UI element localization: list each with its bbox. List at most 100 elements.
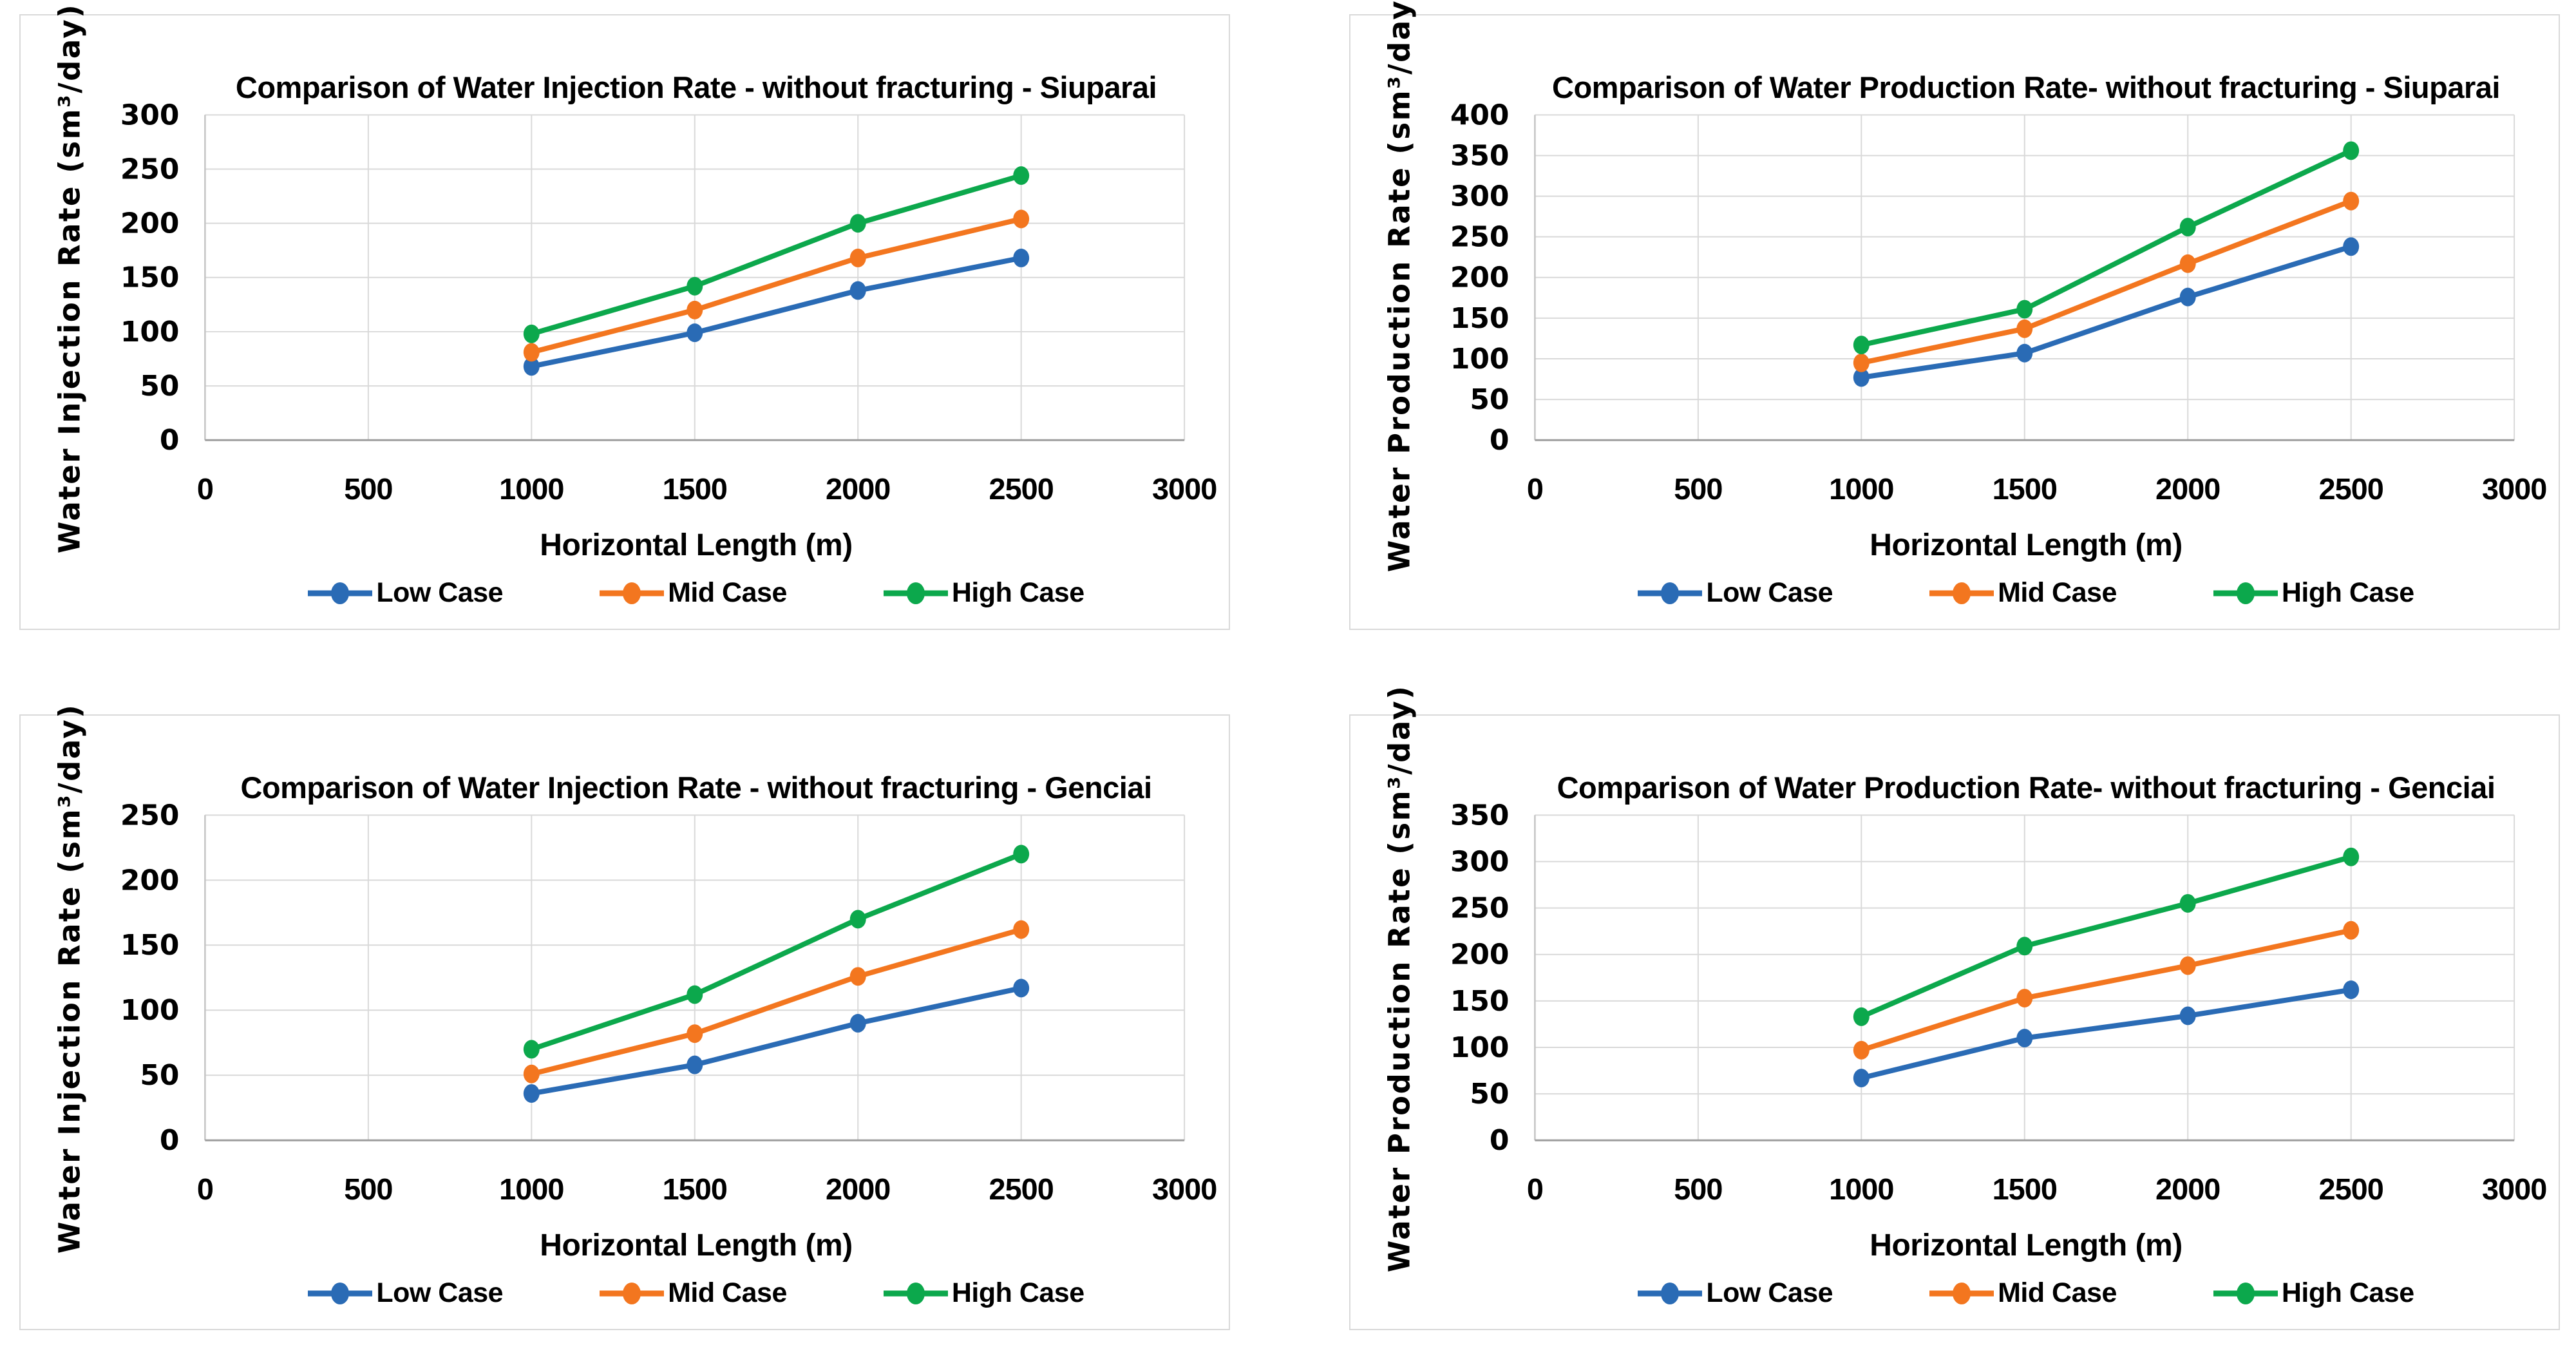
svg-text:150: 150 bbox=[1450, 302, 1510, 335]
chart-panel-genciai-injection: Comparison of Water Injection Rate - wit… bbox=[19, 703, 1230, 1330]
x-axis-title: Horizontal Length (m) bbox=[1870, 1228, 2183, 1263]
svg-text:0: 0 bbox=[1490, 1124, 1510, 1157]
legend-label: Mid Case bbox=[1998, 1277, 2117, 1308]
legend-label: Low Case bbox=[376, 1277, 504, 1308]
svg-text:3000: 3000 bbox=[2482, 472, 2546, 506]
svg-text:2000: 2000 bbox=[2155, 472, 2220, 506]
svg-text:150: 150 bbox=[1450, 985, 1510, 1018]
svg-text:2000: 2000 bbox=[826, 1172, 890, 1206]
svg-text:0: 0 bbox=[197, 472, 213, 506]
legend: Low Case Mid Case High Case bbox=[1535, 1277, 2517, 1309]
svg-text:1000: 1000 bbox=[1829, 1172, 1893, 1206]
series-marker-icon bbox=[600, 582, 665, 604]
series-marker-icon bbox=[2213, 582, 2278, 604]
svg-text:50: 50 bbox=[1470, 1078, 1509, 1111]
svg-text:0: 0 bbox=[160, 424, 180, 457]
svg-text:200: 200 bbox=[1450, 939, 1510, 971]
svg-text:500: 500 bbox=[344, 472, 392, 506]
svg-text:2000: 2000 bbox=[2155, 1172, 2220, 1206]
legend-item-low-case: Low Case bbox=[308, 1277, 504, 1309]
svg-text:0: 0 bbox=[1527, 1172, 1543, 1206]
series-marker-icon bbox=[308, 582, 373, 604]
svg-text:0: 0 bbox=[1527, 472, 1543, 506]
series-marker-icon bbox=[1638, 1282, 1703, 1304]
svg-text:50: 50 bbox=[1470, 383, 1509, 416]
svg-text:300: 300 bbox=[1450, 845, 1510, 878]
svg-text:150: 150 bbox=[120, 929, 180, 962]
svg-text:1500: 1500 bbox=[663, 472, 727, 506]
chart-panel-siuparai-injection: Comparison of Water Injection Rate - wit… bbox=[19, 3, 1230, 630]
svg-text:2500: 2500 bbox=[989, 1172, 1054, 1206]
legend-label: Mid Case bbox=[1998, 577, 2117, 608]
x-axis-title: Horizontal Length (m) bbox=[1870, 528, 2183, 562]
svg-text:350: 350 bbox=[1450, 799, 1510, 832]
svg-text:100: 100 bbox=[120, 994, 180, 1027]
svg-text:200: 200 bbox=[120, 207, 180, 240]
legend: Low Case Mid Case High Case bbox=[1535, 577, 2517, 609]
series-marker-icon bbox=[308, 1282, 373, 1304]
svg-text:3000: 3000 bbox=[1152, 472, 1217, 506]
legend-item-low-case: Low Case bbox=[1638, 577, 1833, 609]
chart-panel-genciai-production: Comparison of Water Production Rate- wit… bbox=[1349, 685, 2560, 1330]
svg-text:250: 250 bbox=[120, 153, 180, 186]
series-marker-icon bbox=[1638, 582, 1703, 604]
chart-title: Comparison of Water Injection Rate - wit… bbox=[235, 70, 1157, 104]
legend-label: Low Case bbox=[1706, 1277, 1833, 1308]
svg-text:1500: 1500 bbox=[1993, 1172, 2057, 1206]
series-marker-icon bbox=[883, 582, 948, 604]
legend-label: High Case bbox=[951, 1277, 1084, 1308]
svg-text:1000: 1000 bbox=[1829, 472, 1893, 506]
legend-item-mid-case: Mid Case bbox=[600, 1277, 787, 1309]
svg-text:250: 250 bbox=[120, 799, 180, 832]
svg-text:2500: 2500 bbox=[989, 472, 1054, 506]
legend-item-low-case: Low Case bbox=[308, 577, 504, 609]
svg-text:100: 100 bbox=[1450, 343, 1510, 376]
svg-text:0: 0 bbox=[197, 1172, 213, 1206]
series-marker-icon bbox=[883, 1282, 948, 1304]
legend-item-high-case: High Case bbox=[883, 577, 1084, 609]
svg-text:100: 100 bbox=[120, 316, 180, 348]
svg-text:2000: 2000 bbox=[826, 472, 890, 506]
svg-text:300: 300 bbox=[1450, 180, 1510, 213]
svg-text:300: 300 bbox=[120, 99, 180, 131]
svg-text:500: 500 bbox=[1674, 472, 1722, 506]
svg-text:350: 350 bbox=[1450, 139, 1510, 172]
svg-text:3000: 3000 bbox=[2482, 1172, 2546, 1206]
svg-text:0: 0 bbox=[1490, 424, 1510, 457]
legend-item-low-case: Low Case bbox=[1638, 1277, 1833, 1309]
legend-label: High Case bbox=[2281, 577, 2414, 608]
svg-text:200: 200 bbox=[120, 864, 180, 897]
legend-label: Mid Case bbox=[668, 577, 787, 608]
legend-label: Low Case bbox=[376, 577, 504, 608]
svg-text:3000: 3000 bbox=[1152, 1172, 1217, 1206]
chart-panel-siuparai-production: Comparison of Water Production Rate- wit… bbox=[1349, 0, 2560, 630]
legend-item-mid-case: Mid Case bbox=[600, 577, 787, 609]
plot-area: 0 50 100 150 200 250 300 350 400 0 500 1000 1500 2000… bbox=[1450, 99, 2547, 506]
svg-text:50: 50 bbox=[140, 370, 179, 403]
series-marker-icon bbox=[600, 1282, 665, 1304]
x-axis-title: Horizontal Length (m) bbox=[540, 1228, 853, 1263]
chart-title: Comparison of Water Production Rate- wit… bbox=[1552, 70, 2500, 104]
svg-text:1000: 1000 bbox=[499, 472, 564, 506]
legend: Low Case Mid Case High Case bbox=[205, 577, 1187, 609]
legend-item-mid-case: Mid Case bbox=[1929, 1277, 2117, 1309]
chart-title: Comparison of Water Production Rate- wit… bbox=[1557, 770, 2496, 805]
svg-text:1500: 1500 bbox=[663, 1172, 727, 1206]
svg-text:500: 500 bbox=[344, 1172, 392, 1206]
svg-text:250: 250 bbox=[1450, 221, 1510, 254]
series-marker-icon bbox=[2213, 1282, 2278, 1304]
series-marker-icon bbox=[1929, 1282, 1994, 1304]
svg-text:2500: 2500 bbox=[2319, 1172, 2383, 1206]
plot-area: 0 50 100 150 200 250 300 350 0 500 1000 1500 2000 250… bbox=[1450, 799, 2547, 1206]
legend-label: High Case bbox=[951, 577, 1084, 608]
svg-text:50: 50 bbox=[140, 1059, 179, 1092]
series-marker-icon bbox=[1929, 582, 1994, 604]
svg-text:400: 400 bbox=[1450, 99, 1510, 131]
legend-label: Mid Case bbox=[668, 1277, 787, 1308]
legend-item-high-case: High Case bbox=[2213, 1277, 2414, 1309]
legend-label: High Case bbox=[2281, 1277, 2414, 1308]
svg-text:500: 500 bbox=[1674, 1172, 1722, 1206]
x-axis-title: Horizontal Length (m) bbox=[540, 528, 853, 562]
